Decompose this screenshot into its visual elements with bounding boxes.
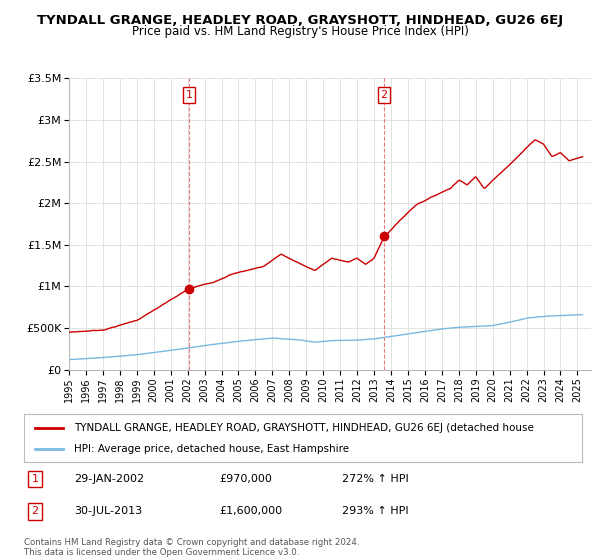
Text: 2: 2 (32, 506, 39, 516)
Text: £970,000: £970,000 (220, 474, 272, 484)
Text: 29-JAN-2002: 29-JAN-2002 (74, 474, 145, 484)
Text: HPI: Average price, detached house, East Hampshire: HPI: Average price, detached house, East… (74, 444, 349, 454)
Text: 1: 1 (185, 90, 193, 100)
Text: 30-JUL-2013: 30-JUL-2013 (74, 506, 142, 516)
Text: TYNDALL GRANGE, HEADLEY ROAD, GRAYSHOTT, HINDHEAD, GU26 6EJ (detached house: TYNDALL GRANGE, HEADLEY ROAD, GRAYSHOTT,… (74, 423, 534, 433)
Text: Price paid vs. HM Land Registry's House Price Index (HPI): Price paid vs. HM Land Registry's House … (131, 25, 469, 38)
Text: 1: 1 (32, 474, 38, 484)
Text: TYNDALL GRANGE, HEADLEY ROAD, GRAYSHOTT, HINDHEAD, GU26 6EJ: TYNDALL GRANGE, HEADLEY ROAD, GRAYSHOTT,… (37, 14, 563, 27)
Text: £1,600,000: £1,600,000 (220, 506, 283, 516)
Text: Contains HM Land Registry data © Crown copyright and database right 2024.
This d: Contains HM Land Registry data © Crown c… (24, 538, 359, 557)
Text: 2: 2 (380, 90, 388, 100)
Text: 272% ↑ HPI: 272% ↑ HPI (342, 474, 409, 484)
Text: 293% ↑ HPI: 293% ↑ HPI (342, 506, 409, 516)
